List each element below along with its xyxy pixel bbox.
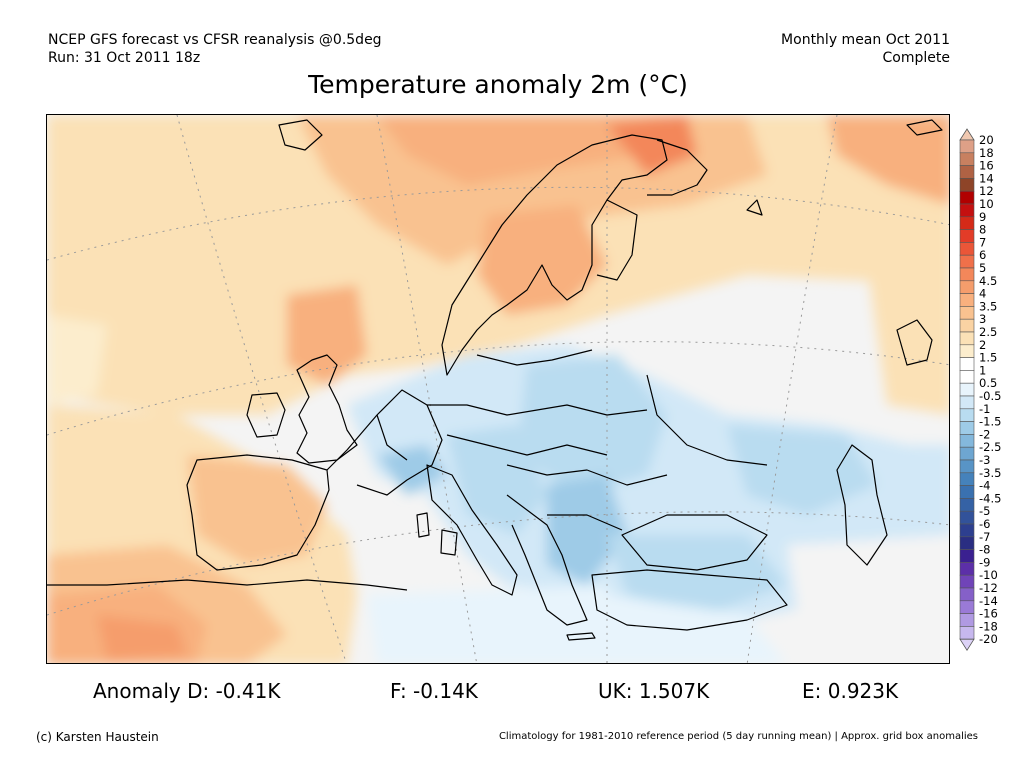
legend-swatch	[959, 229, 975, 243]
legend-tick-label: 20	[979, 133, 994, 147]
model-description: NCEP GFS forecast vs CFSR reanalysis @0.…	[48, 32, 382, 48]
legend-tick-label: -3.5	[979, 466, 1001, 480]
legend-swatch	[959, 459, 975, 474]
legend-tick-label: 5	[979, 261, 986, 275]
legend-swatch	[959, 280, 975, 294]
legend-swatch	[959, 536, 975, 550]
legend-swatch	[959, 152, 975, 166]
legend-tick-label: -8	[979, 543, 990, 557]
run-time: Run: 31 Oct 2011 18z	[48, 50, 201, 66]
legend-swatch	[959, 562, 975, 576]
legend-tick-label: -16	[979, 607, 998, 621]
legend-tick-label: -14	[979, 594, 998, 608]
legend-swatch	[959, 318, 975, 333]
color-scale-bar: 201816141210987654.543.532.521.510.5-0.5…	[959, 128, 1001, 651]
legend-swatch	[959, 267, 975, 282]
legend-tick-label: 1	[979, 363, 986, 377]
legend-tick-label: -4.5	[979, 491, 1001, 505]
legend-swatch	[959, 190, 975, 205]
legend-swatch	[959, 498, 975, 512]
legend-swatch	[959, 408, 975, 422]
legend-tick-label: -7	[979, 530, 990, 544]
legend-swatch	[959, 331, 975, 346]
anomaly-map	[46, 114, 950, 664]
legend-tick-label: 18	[979, 146, 994, 160]
legend-min-arrow	[959, 638, 975, 651]
legend-tick-label: 16	[979, 159, 994, 173]
legend-swatch	[959, 587, 975, 602]
legend-swatch	[959, 600, 975, 614]
copyright-text: (c) Karsten Haustein	[36, 730, 159, 744]
anomaly-f-stat: F: -0.14K	[390, 679, 478, 703]
period-info: Monthly mean Oct 2011 Complete	[781, 31, 950, 67]
anomaly-map-graphic	[47, 115, 949, 663]
legend-swatch	[959, 306, 975, 320]
legend-tick-label: -2.5	[979, 440, 1001, 454]
legend-tick-label: 0.5	[979, 376, 997, 390]
legend-tick-label: 2.5	[979, 325, 997, 339]
legend-swatch	[959, 549, 975, 563]
legend-tick-label: 12	[979, 184, 994, 198]
legend-tick-label: 2	[979, 338, 986, 352]
climatology-note: Climatology for 1981-2010 reference peri…	[498, 731, 978, 742]
legend-tick-label: -12	[979, 581, 998, 595]
completion-status: Complete	[882, 50, 950, 66]
legend-swatch	[959, 523, 975, 538]
legend-swatch	[959, 382, 975, 397]
legend-swatch	[959, 472, 975, 486]
legend-swatch	[959, 293, 975, 307]
legend-tick-label: -9	[979, 555, 990, 569]
legend-tick-label: 4	[979, 287, 986, 301]
legend-swatch	[959, 510, 975, 525]
legend-swatch	[959, 421, 975, 435]
legend-tick-label: -4	[979, 479, 990, 493]
legend-swatch	[959, 178, 975, 192]
run-info: NCEP GFS forecast vs CFSR reanalysis @0.…	[48, 31, 382, 67]
legend-tick-label: -5	[979, 504, 990, 518]
anomaly-e-stat: E: 0.923K	[802, 679, 899, 703]
legend-tick-label: 9	[979, 210, 986, 224]
anomaly-uk-stat: UK: 1.507K	[598, 679, 710, 703]
legend-tick-label: -18	[979, 619, 998, 633]
anomaly-d-stat: Anomaly D: -0.41K	[93, 679, 281, 703]
legend-swatch	[959, 203, 975, 218]
legend-swatch	[959, 626, 975, 640]
legend-swatch	[959, 242, 975, 256]
map-title: Temperature anomaly 2m (°C)	[308, 70, 688, 99]
legend-tick-label: -6	[979, 517, 990, 531]
legend-swatch	[959, 395, 975, 410]
legend-max-arrow	[959, 128, 975, 141]
legend-swatch	[959, 446, 975, 461]
legend-tick-label: -1	[979, 402, 990, 416]
legend-tick-label: -20	[979, 632, 998, 646]
period-label: Monthly mean Oct 2011	[781, 32, 950, 48]
legend-swatch	[959, 139, 975, 154]
legend-tick-label: 7	[979, 235, 986, 249]
legend-tick-label: 4.5	[979, 274, 997, 288]
legend-swatch	[959, 254, 975, 269]
legend-swatch	[959, 370, 975, 384]
legend-swatch	[959, 344, 975, 358]
legend-swatch	[959, 574, 975, 589]
legend-tick-label: 1.5	[979, 351, 997, 365]
legend-tick-label: 6	[979, 248, 986, 262]
legend-tick-label: 8	[979, 223, 986, 237]
legend-swatch	[959, 434, 975, 448]
legend-swatch	[959, 165, 975, 179]
legend-tick-label: -3	[979, 453, 990, 467]
legend-tick-label: 14	[979, 171, 994, 185]
legend-swatch	[959, 357, 975, 371]
legend-swatch	[959, 613, 975, 627]
legend-swatch	[959, 485, 975, 499]
legend-tick-label: -1.5	[979, 415, 1001, 429]
legend-tick-label: 10	[979, 197, 994, 211]
legend-tick-label: 3.5	[979, 299, 997, 313]
legend-tick-label: -10	[979, 568, 998, 582]
color-scale-legend: 20 18 16 14 12 10 9 8 7 6 5 4.5 4 3.5 3 2.5 2 1.5 1 0.5 -0.5…	[958, 128, 1024, 652]
legend-tick-label: 3	[979, 312, 986, 326]
legend-swatch	[959, 216, 975, 230]
legend-tick-label: -0.5	[979, 389, 1001, 403]
legend-tick-label: -2	[979, 427, 990, 441]
